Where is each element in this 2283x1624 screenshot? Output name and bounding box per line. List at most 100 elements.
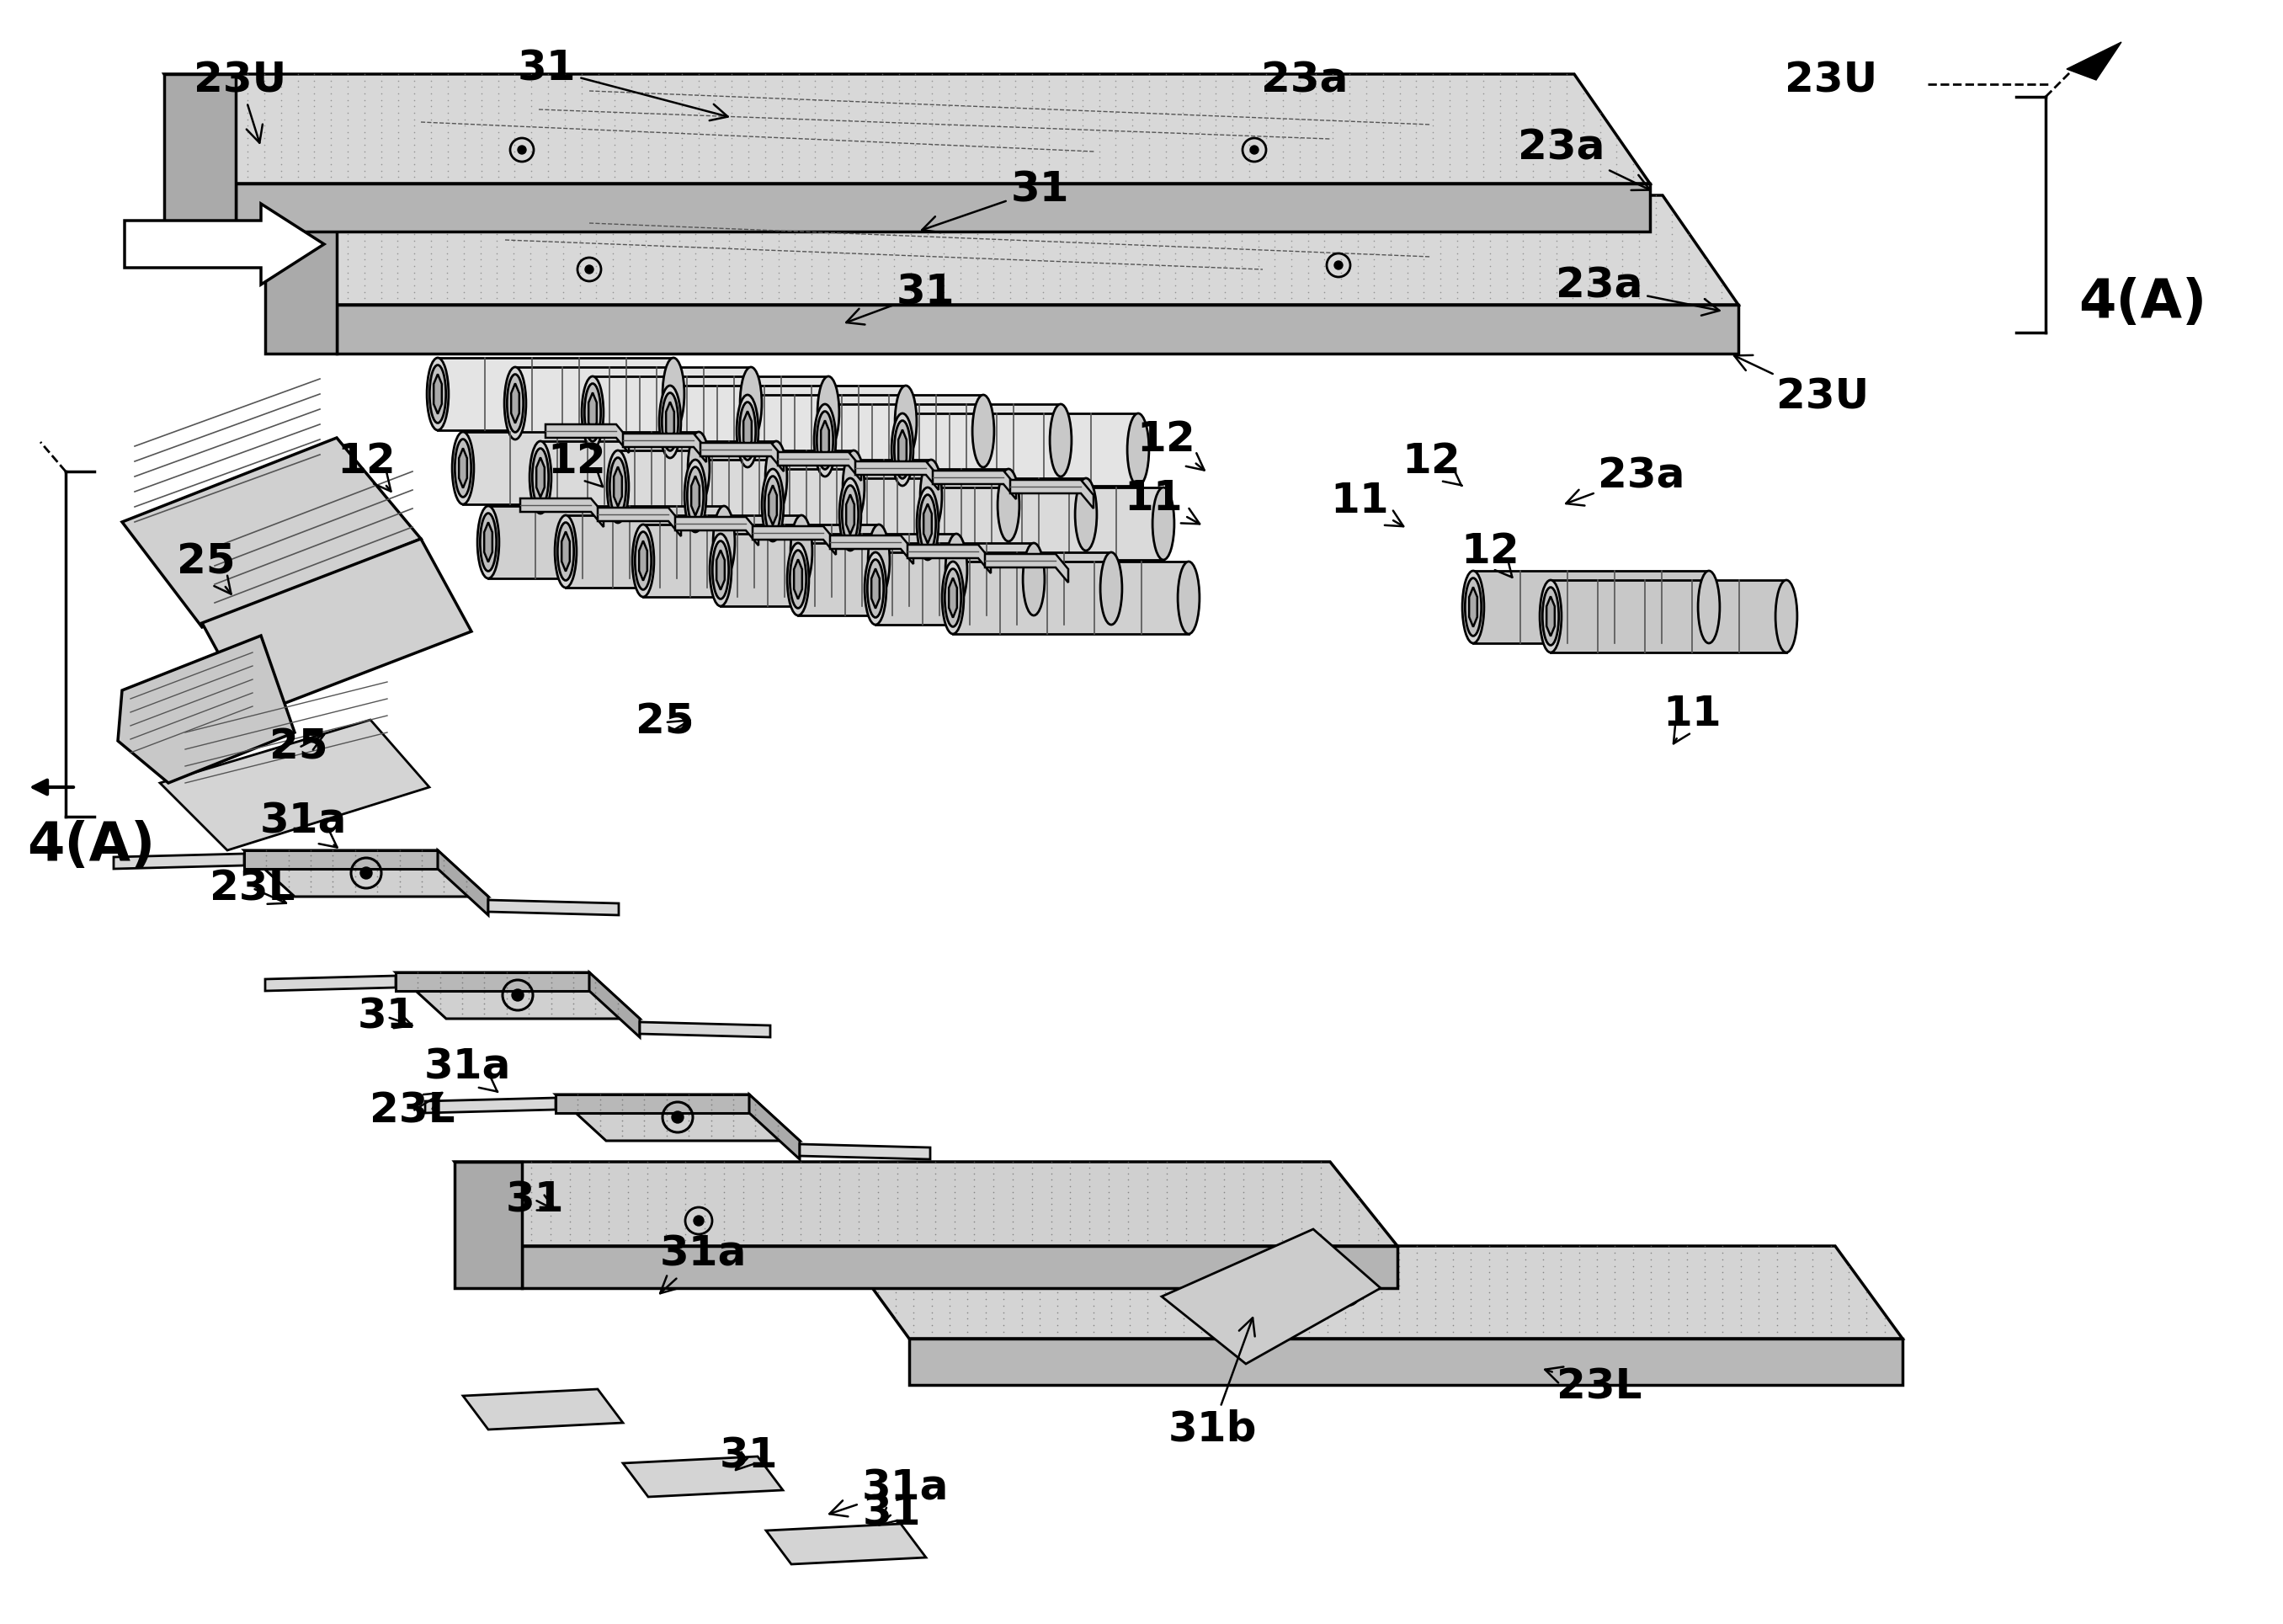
Point <box>863 119 900 145</box>
Point <box>1091 266 1128 292</box>
Point <box>913 1306 950 1332</box>
Point <box>1438 266 1475 292</box>
Point <box>628 1221 664 1247</box>
Point <box>1237 1239 1274 1265</box>
Point <box>959 240 995 266</box>
Polygon shape <box>717 551 724 590</box>
Point <box>692 1122 728 1148</box>
Ellipse shape <box>454 438 470 497</box>
Point <box>1687 1260 1724 1286</box>
Point <box>1208 182 1244 208</box>
Point <box>292 838 329 864</box>
Point <box>630 138 667 164</box>
Point <box>1091 1228 1128 1254</box>
Point <box>648 1173 685 1199</box>
Point <box>1831 1312 1867 1338</box>
Point <box>1365 125 1402 151</box>
Point <box>959 260 995 286</box>
Point <box>1030 112 1066 138</box>
Point <box>552 1186 589 1212</box>
Point <box>1256 286 1292 312</box>
Point <box>1399 1312 1436 1338</box>
Point <box>461 234 498 260</box>
Point <box>315 869 352 895</box>
Point <box>881 62 918 88</box>
Point <box>1372 260 1409 286</box>
Point <box>1539 195 1575 221</box>
Point <box>731 112 767 138</box>
Point <box>995 1148 1032 1174</box>
Point <box>1075 1306 1112 1332</box>
Point <box>571 1168 607 1194</box>
Point <box>1331 86 1368 112</box>
Point <box>648 1082 685 1108</box>
Point <box>263 119 299 145</box>
Point <box>1520 253 1557 279</box>
Point <box>991 266 1027 292</box>
Point <box>562 221 598 247</box>
Point <box>1048 81 1084 107</box>
Point <box>1123 260 1160 286</box>
Point <box>1123 234 1160 260</box>
Point <box>687 1179 724 1205</box>
Point <box>329 68 365 94</box>
Point <box>1361 1228 1397 1254</box>
Point <box>781 86 817 112</box>
Point <box>947 93 984 119</box>
Point <box>1226 1208 1262 1234</box>
Point <box>546 145 582 171</box>
Point <box>1356 201 1393 227</box>
Point <box>1520 195 1557 221</box>
Point <box>959 208 995 234</box>
Point <box>747 75 783 101</box>
Point <box>1431 164 1468 190</box>
Point <box>180 106 217 132</box>
Point <box>1705 1252 1742 1278</box>
Point <box>628 1173 664 1199</box>
Point <box>861 1221 897 1247</box>
Point <box>614 99 651 125</box>
Point <box>1365 151 1402 177</box>
Point <box>1587 234 1623 260</box>
Point <box>1582 99 1619 125</box>
Point <box>1422 266 1459 292</box>
Point <box>555 974 591 1000</box>
Point <box>1224 266 1260 292</box>
Point <box>1587 214 1623 240</box>
Point <box>1041 260 1078 286</box>
Point <box>1813 1267 1849 1293</box>
Point <box>511 965 548 991</box>
Point <box>975 279 1011 305</box>
Point <box>1543 1280 1580 1306</box>
Point <box>1365 112 1402 138</box>
Point <box>578 214 614 240</box>
Polygon shape <box>463 432 699 505</box>
Polygon shape <box>619 450 854 523</box>
Point <box>463 86 500 112</box>
Point <box>313 125 349 151</box>
Point <box>1148 1161 1185 1187</box>
Point <box>822 1179 858 1205</box>
Point <box>1705 1246 1742 1272</box>
Point <box>744 253 781 279</box>
Point <box>1240 286 1276 312</box>
Point <box>687 1161 724 1187</box>
Point <box>1326 1246 1363 1272</box>
Point <box>527 234 564 260</box>
Point <box>1240 279 1276 305</box>
Point <box>1048 164 1084 190</box>
Point <box>1454 240 1491 266</box>
Point <box>1167 1186 1203 1212</box>
Point <box>413 75 450 101</box>
Point <box>413 240 450 266</box>
Polygon shape <box>1009 479 1094 508</box>
Point <box>918 1168 954 1194</box>
Point <box>986 1273 1023 1299</box>
Point <box>861 1228 897 1254</box>
Point <box>1431 125 1468 151</box>
Point <box>1025 260 1062 286</box>
Point <box>1130 68 1167 94</box>
Point <box>1356 279 1393 305</box>
Point <box>363 221 400 247</box>
Polygon shape <box>701 443 783 471</box>
